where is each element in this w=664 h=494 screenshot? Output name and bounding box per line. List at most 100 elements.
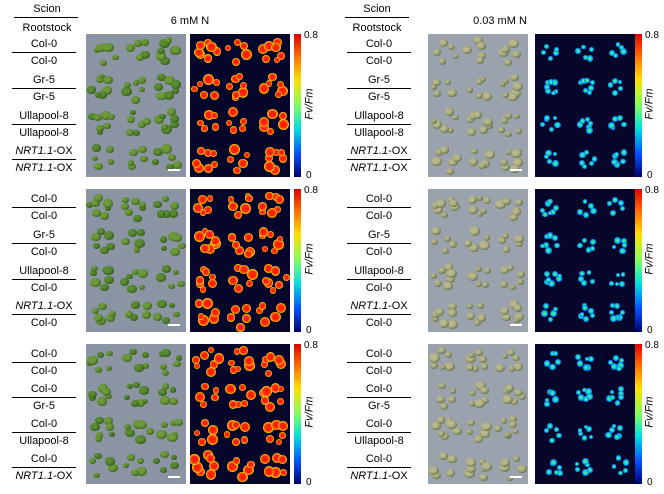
leaf-fluorescence	[617, 394, 624, 401]
leaf	[512, 82, 523, 91]
right-condition-title: 0.03 mM N	[473, 15, 527, 27]
leaf-fluorescence	[201, 382, 209, 391]
row-rootstock-label: Ullapool-8	[19, 435, 69, 447]
leaf-fluorescence	[547, 232, 554, 239]
leaf-fluorescence	[586, 55, 594, 62]
fv-fm-image	[190, 344, 290, 484]
leaf-fluorescence	[608, 122, 615, 129]
row-rootstock-label: Col-0	[30, 365, 58, 377]
leaf-fluorescence	[270, 247, 278, 255]
leaf-fluorescence	[199, 400, 208, 409]
leaf-fluorescence	[194, 47, 204, 58]
row-scion-label: Col-0	[365, 383, 393, 395]
row-scion-label: Gr-5	[33, 73, 55, 86]
leaf-fluorescence	[614, 434, 620, 440]
leaf	[475, 380, 486, 390]
leaf-fluorescence	[200, 243, 210, 254]
fv-fm-image	[535, 189, 635, 332]
leaf	[100, 246, 110, 255]
leaf	[140, 155, 148, 163]
leaf	[477, 41, 487, 50]
leaf	[513, 304, 522, 312]
leaf	[161, 144, 172, 154]
colorbar-max-label: 0.8	[645, 185, 659, 196]
leaf	[507, 92, 518, 102]
leaf	[484, 150, 495, 160]
leaf	[509, 213, 518, 222]
leaf-fluorescence	[551, 90, 556, 96]
leaf	[500, 81, 507, 87]
leaf-fluorescence	[282, 274, 290, 282]
row-scion-suffix-text: -OX	[388, 300, 408, 313]
leaf-fluorescence	[228, 107, 239, 118]
leaf-fluorescence	[240, 42, 249, 51]
leaf	[474, 349, 483, 357]
leaf-fluorescence	[586, 270, 592, 275]
leaf-fluorescence	[198, 437, 207, 446]
leaf-fluorescence	[192, 461, 204, 473]
leaf	[162, 195, 169, 202]
colorbar	[635, 34, 642, 177]
fv-fm-image	[535, 344, 635, 484]
leaf	[91, 209, 101, 218]
leaf	[500, 280, 509, 288]
plant-photo	[428, 34, 528, 177]
leaf-fluorescence	[544, 401, 551, 408]
leaf	[120, 203, 129, 211]
leaf	[468, 401, 475, 407]
leaf-fluorescence	[258, 302, 267, 311]
leaf-fluorescence	[579, 151, 587, 159]
leaf-fluorescence	[225, 383, 237, 395]
leaf	[448, 302, 458, 311]
leaf	[470, 364, 479, 372]
leaf-fluorescence	[213, 47, 222, 56]
leaf	[160, 450, 169, 459]
leaf-fluorescence	[585, 127, 593, 135]
leaf	[132, 214, 142, 223]
leaf	[446, 88, 458, 98]
leaf-fluorescence	[587, 202, 595, 210]
colorbar-min-label: 0	[647, 170, 653, 181]
row-scion-label: Col-0	[30, 348, 58, 360]
leaf-fluorescence	[192, 159, 202, 169]
leaf-fluorescence	[576, 360, 584, 367]
leaf	[102, 388, 111, 396]
leaf	[135, 435, 146, 444]
leaf	[153, 147, 164, 157]
row-scion-suffix-text: -OX	[388, 145, 408, 158]
leaf-fluorescence	[227, 156, 235, 164]
leaf-fluorescence	[247, 460, 255, 469]
leaf-fluorescence	[237, 471, 248, 483]
leaf	[136, 466, 147, 476]
leaf-fluorescence	[240, 436, 249, 444]
leaf	[502, 197, 511, 205]
row-rootstock-label: Col-0	[365, 245, 393, 258]
leaf	[508, 420, 518, 428]
leaf	[153, 114, 165, 124]
leaf	[493, 424, 503, 432]
leaf	[441, 248, 449, 255]
leaf-fluorescence	[616, 314, 624, 321]
leaf	[508, 39, 519, 48]
leaf-fluorescence	[553, 427, 560, 433]
leaf-fluorescence	[540, 243, 545, 248]
leaf	[123, 81, 132, 88]
leaf-fluorescence	[609, 209, 617, 217]
leaf-fluorescence	[264, 401, 276, 413]
leaf-fluorescence	[211, 394, 219, 402]
colorbar-max-label: 0.8	[645, 30, 659, 41]
leaf	[483, 196, 492, 204]
leaf	[131, 268, 140, 276]
row-divider-line	[12, 432, 76, 433]
row-scion-italic-text: NRT1.1	[15, 145, 54, 158]
leaf-fluorescence	[581, 435, 588, 441]
leaf-fluorescence	[203, 54, 213, 64]
row-rootstock-label: Ullapool-8	[354, 126, 404, 139]
leaf-fluorescence	[199, 209, 207, 217]
leaf-fluorescence	[263, 466, 275, 477]
leaf	[447, 308, 457, 317]
leaf	[138, 284, 146, 291]
leaf-fluorescence	[591, 156, 597, 162]
leaf-fluorescence	[232, 457, 240, 465]
leaf	[143, 302, 152, 310]
